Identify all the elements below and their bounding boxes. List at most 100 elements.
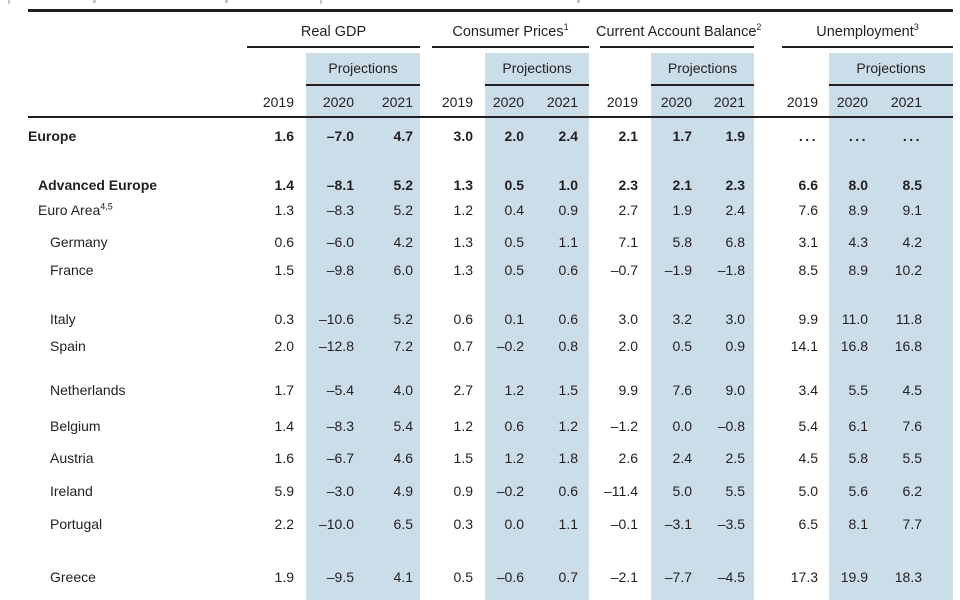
table-cell: 0.0 [672, 418, 692, 434]
table-cell: –9.8 [326, 262, 354, 278]
table-cell: 0.0 [504, 516, 524, 532]
year-label: 2021 [546, 94, 578, 110]
table-cell: 1.9 [672, 202, 692, 218]
table-cell: –12.8 [318, 338, 354, 354]
table-cell: –6.7 [326, 450, 354, 466]
table-cell: 5.8 [848, 450, 868, 466]
table-cell: 14.1 [790, 338, 818, 354]
table-cell: –3.1 [664, 516, 692, 532]
table-cell: 10.2 [894, 262, 922, 278]
table-cell: 1.1 [558, 516, 578, 532]
table-cell: 5.8 [672, 234, 692, 250]
table-cell: 1.2 [504, 450, 524, 466]
projections-rule-current-account [651, 84, 754, 86]
group-rule-current-account [600, 46, 754, 48]
table-cell: 1.8 [558, 450, 578, 466]
table-cell: 2.0 [618, 338, 638, 354]
table-cell: 18.3 [894, 569, 922, 585]
group-title-text: Current Account Balance [596, 24, 757, 40]
table-cell: 1.5 [453, 450, 473, 466]
table-cell: 1.1 [558, 234, 578, 250]
caption-fragment [8, 0, 10, 4]
table-cell: 4.9 [393, 483, 413, 499]
table-cell: –0.1 [610, 516, 638, 532]
table-cell: 3.0 [725, 311, 745, 327]
table-cell: 1.5 [274, 262, 294, 278]
table-cell: 0.9 [558, 202, 578, 218]
table-cell: 7.6 [902, 418, 922, 434]
table-cell: 1.2 [453, 202, 473, 218]
table-cell: 0.4 [504, 202, 524, 218]
table-cell: 5.6 [848, 483, 868, 499]
table-cell: 5.2 [393, 202, 413, 218]
table-cell: 4.0 [393, 382, 413, 398]
group-title-consumer-prices: Consumer Prices1 [432, 21, 589, 43]
table-cell: 7.1 [618, 234, 638, 250]
group-title-text: Real GDP [300, 24, 367, 40]
table-cell: 0.5 [504, 234, 524, 250]
table-cell: 1.6 [274, 128, 294, 144]
table-cell: 6.5 [798, 516, 818, 532]
table-cell: 5.0 [798, 483, 818, 499]
table-cell: –8.1 [326, 177, 354, 193]
table-cell: –5.4 [326, 382, 354, 398]
table-cell: 6.6 [798, 177, 818, 193]
table-cell: 2.7 [453, 382, 473, 398]
table-cell: –1.8 [717, 262, 745, 278]
projection-band-unemployment [829, 53, 953, 600]
table-cell: 0.3 [274, 311, 294, 327]
table-cell: –8.3 [326, 418, 354, 434]
row-label: Euro Area4,5 [38, 201, 113, 218]
table-cell: 1.2 [453, 418, 473, 434]
year-label: 2021 [890, 94, 922, 110]
table-cell: 0.1 [504, 311, 524, 327]
table-cell: 17.3 [790, 569, 818, 585]
group-title-text: Unemployment [816, 24, 914, 40]
table-cell: 0.8 [558, 338, 578, 354]
table-cell: 2.0 [504, 128, 524, 144]
table-cell: 9.0 [725, 382, 745, 398]
table-cell: –7.7 [664, 569, 692, 585]
table-cell: 5.4 [798, 418, 818, 434]
row-label: Europe [28, 128, 77, 144]
table-cell: 2.2 [274, 516, 294, 532]
table-cell: –4.5 [717, 569, 745, 585]
year-label: 2021 [713, 94, 745, 110]
table-cell: 1.6 [274, 450, 294, 466]
group-title-footnote: 2 [756, 22, 762, 33]
projections-label-current-account: Projections [667, 60, 738, 76]
year-label: 2019 [786, 94, 818, 110]
table-cell: 5.5 [725, 483, 745, 499]
row-label: France [50, 262, 94, 278]
table-cell: –0.2 [496, 483, 524, 499]
table-cell: 6.2 [902, 483, 922, 499]
table-cell: 4.2 [902, 234, 922, 250]
table-cell: 5.2 [393, 311, 413, 327]
row-label: Germany [50, 234, 108, 250]
row-label: Italy [50, 311, 76, 327]
table-cell: 6.0 [393, 262, 413, 278]
table-cell: –0.8 [717, 418, 745, 434]
table-cell: 4.7 [393, 128, 413, 144]
projection-band-real-gdp [306, 53, 420, 600]
table-cell: 9.1 [902, 202, 922, 218]
caption-fragment [320, 0, 322, 4]
table-cell: –10.0 [318, 516, 354, 532]
table-cell: 4.2 [393, 234, 413, 250]
table-cell: 8.9 [848, 262, 868, 278]
row-label: Austria [50, 450, 94, 466]
table-cell: 5.4 [393, 418, 413, 434]
table-cell: –1.9 [664, 262, 692, 278]
table-cell: ... [902, 128, 922, 144]
table-cell: 0.5 [672, 338, 692, 354]
table-cell: 16.8 [840, 338, 868, 354]
table-cell: ... [848, 128, 868, 144]
table-cell: 7.6 [672, 382, 692, 398]
row-label: Belgium [50, 418, 101, 434]
caption-fragment [225, 0, 228, 3]
row-label-footnote: 4,5 [100, 201, 113, 212]
table-cell: –10.6 [318, 311, 354, 327]
table-cell: 1.4 [274, 418, 294, 434]
table-cell: 9.9 [798, 311, 818, 327]
